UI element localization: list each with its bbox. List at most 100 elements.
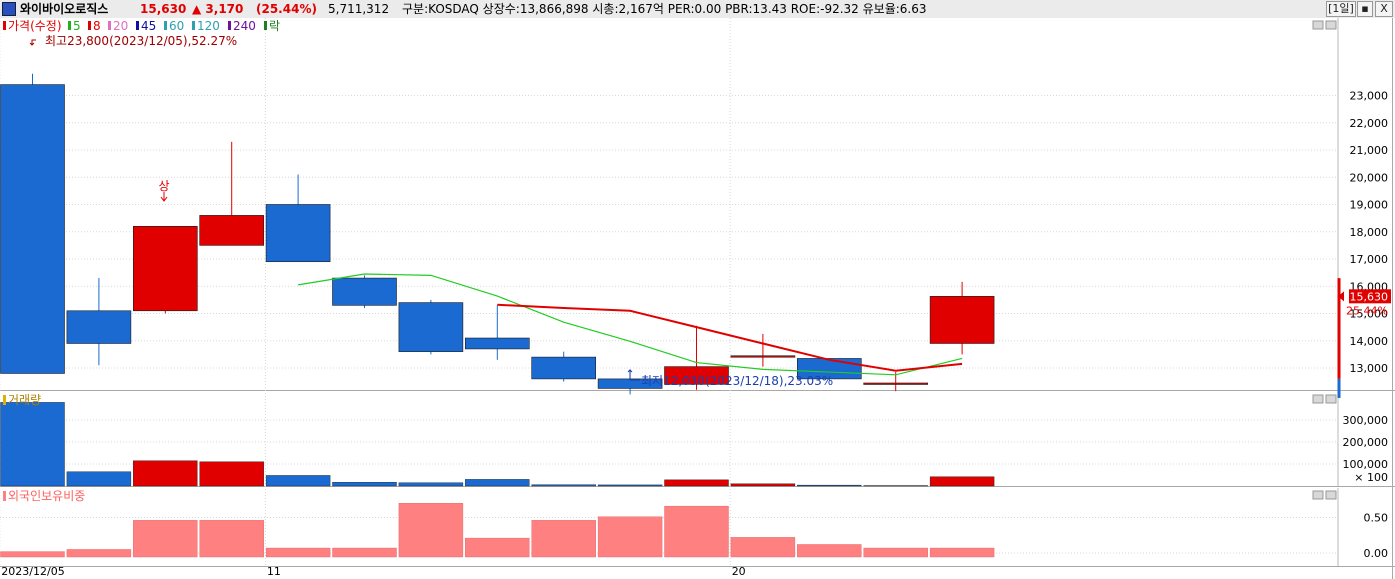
legend-marker (3, 395, 6, 405)
price-tick-label: 20,000 (1350, 171, 1389, 184)
volume-bar (398, 482, 464, 487)
legend-ma-label: 락 (269, 19, 280, 33)
foreign-tick-label: 0.50 (1364, 512, 1389, 525)
volume-tick-label: 100,000 (1343, 458, 1389, 471)
candle-body (730, 355, 796, 358)
last-price-tag-bg (1349, 289, 1391, 304)
volume-bar (797, 484, 862, 487)
ma8-line (497, 303, 963, 372)
x-tick-label: 20 (732, 565, 746, 578)
x-tick-label: 11 (267, 565, 281, 578)
legend-ma-label: 240 (233, 19, 256, 33)
stock-chart[interactable]: 23,000 22,000 21,000 20,000 19,000 18,000 17,0… (0, 18, 1395, 579)
foreign-ratio-bar (863, 547, 928, 558)
foreign-ratio-bar (332, 547, 397, 558)
last-pct-tag: 25.44% (1346, 304, 1388, 317)
legend-title: 가격(수정) (8, 19, 62, 33)
candle-body (66, 310, 132, 344)
price-tick-label: 17,000 (1350, 253, 1389, 266)
low-annotation: 최저12,030(2023/12/18),23.03% (641, 374, 833, 388)
foreign-ratio-bar (730, 537, 796, 558)
volume-bar (199, 461, 264, 487)
volume-panel-title: 거래량 (8, 393, 41, 407)
foreign-ratio-bar (597, 516, 663, 558)
price-tick-label: 23,000 (1350, 90, 1389, 103)
foreign-ratio-bar (133, 520, 198, 558)
stock-name: 와이바이오로직스 (20, 2, 109, 16)
legend-ma-label: 20 (113, 19, 128, 33)
volume-bar (597, 484, 663, 487)
stock-info: 구분:KOSDAQ 상장수:13,866,898 시총:2,167억 PER:0… (402, 2, 927, 16)
close-button[interactable]: X (1375, 1, 1393, 17)
foreign-panel-title: 외국인보유비중 (8, 489, 85, 503)
settings-button[interactable]: ▪ (1357, 1, 1373, 17)
candle-body (199, 215, 264, 246)
legend-marker (108, 21, 111, 30)
price-tick-label: 22,000 (1350, 117, 1389, 130)
foreign-ratio-bar (531, 520, 596, 558)
candle-body (332, 277, 397, 306)
legend-marker (228, 21, 231, 30)
volume-bar (531, 484, 596, 487)
legend-marker (3, 21, 6, 30)
volume-tick-label: 200,000 (1343, 436, 1389, 449)
legend-marker (88, 21, 91, 30)
panel-minimize-icon (1312, 20, 1324, 30)
candle-body (531, 356, 597, 380)
price-tick-label: 13,000 (1350, 362, 1389, 375)
volume-unit-label: × 100 (1354, 471, 1388, 484)
price-change-pct: (25.44%) (256, 2, 317, 16)
legend-marker (164, 21, 167, 30)
price-tick-label: 18,000 (1350, 226, 1389, 239)
foreign-ratio-bar (797, 544, 862, 558)
legend-ma-label: 45 (141, 19, 156, 33)
price-tick-label: 14,000 (1350, 335, 1389, 348)
high-annotation: 최고23,800(2023/12/05),52.27% (45, 34, 237, 48)
candle-body (929, 296, 995, 344)
foreign-ratio-bar (398, 503, 464, 558)
candle-body (0, 84, 65, 374)
last-price-tag: 15,630 (1350, 290, 1389, 303)
candle-body (133, 226, 198, 312)
price-tick-label: 19,000 (1350, 199, 1389, 212)
limit-up-label: 상 (158, 179, 169, 193)
legend-marker (3, 491, 6, 501)
foreign-tick-label: 0.00 (1364, 547, 1389, 560)
price-change: ▲ 3,170 (192, 2, 244, 16)
candle-body (464, 337, 530, 350)
candle-body (796, 358, 862, 380)
foreign-ratio-bar (199, 520, 264, 558)
panel-minimize-icon (1312, 394, 1324, 404)
price-tick-label: 21,000 (1350, 144, 1389, 157)
volume-bar (133, 460, 198, 487)
price-pointer-icon (1338, 291, 1344, 302)
title-bar: 와이바이오로직스 15,630 ▲ 3,170 (25.44%) 5,711,3… (0, 0, 1395, 19)
candle-body (265, 204, 331, 263)
foreign-ratio-bar (66, 549, 132, 558)
legend-marker (264, 21, 267, 30)
volume-bar (929, 476, 995, 487)
foreign-ratio-bar (664, 505, 729, 558)
legend-ma-label: 120 (197, 19, 220, 33)
volume-bar (730, 483, 796, 487)
foreign-ratio-bar (0, 551, 65, 558)
panel-close-icon (1325, 490, 1337, 500)
app-icon (2, 2, 16, 16)
foreign-ratio-bar (929, 547, 995, 558)
volume-bar (0, 402, 65, 487)
candle-body (398, 302, 464, 352)
panel-minimize-icon (1312, 490, 1324, 500)
volume-bar (265, 475, 331, 487)
period-button[interactable]: [1일] (1326, 1, 1356, 17)
panel-close-icon (1325, 20, 1337, 30)
legend-ma-label: 8 (93, 19, 101, 33)
volume-bar (332, 482, 397, 487)
legend-ma-label: 5 (73, 19, 81, 33)
current-price: 15,630 (140, 2, 187, 16)
volume-bar (465, 479, 530, 487)
volume-bar (664, 479, 729, 487)
candle-body (863, 382, 929, 385)
low-arrow-icon (627, 369, 640, 381)
panel-close-icon (1325, 394, 1337, 404)
volume-bar (66, 471, 132, 487)
